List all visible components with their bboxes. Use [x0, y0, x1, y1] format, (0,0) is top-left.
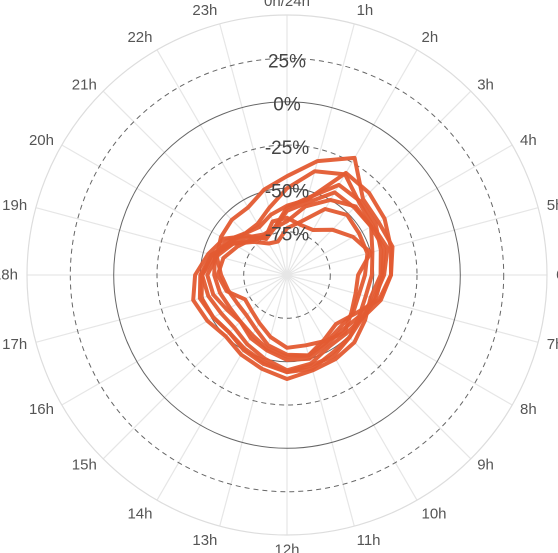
radial-tick-label: -50%: [265, 181, 309, 202]
hour-label: 19h: [2, 197, 27, 214]
radial-tick-label: -25%: [265, 138, 309, 159]
hour-label: 16h: [29, 401, 54, 418]
hour-label: 17h: [2, 336, 27, 353]
hour-label: 21h: [72, 76, 97, 93]
hour-label: 3h: [477, 76, 494, 93]
radar-grid: [26, 14, 548, 536]
hour-label: 15h: [72, 457, 97, 474]
spoke-line: [286, 207, 539, 276]
outer-ring: [26, 14, 548, 536]
hour-label: 6h: [556, 267, 558, 284]
radial-tick-label: -75%: [265, 225, 309, 246]
hour-label: 14h: [127, 505, 152, 522]
hour-label: 10h: [422, 505, 447, 522]
radial-tick-label: 25%: [268, 51, 306, 72]
spoke-line: [286, 23, 355, 276]
series-line-6: [199, 197, 375, 375]
hour-label: 5h: [547, 197, 558, 214]
series-layer: [191, 155, 395, 381]
hour-label: 11h: [357, 532, 381, 549]
hour-label: 7h: [547, 336, 558, 353]
spoke-line: [61, 144, 288, 276]
hour-label: 12h: [274, 541, 299, 553]
hour-label: 8h: [520, 401, 537, 418]
radial-tick-label: 0%: [273, 95, 301, 116]
hour-label: 4h: [520, 132, 537, 149]
hour-label: 23h: [192, 2, 217, 19]
series-line-7: [205, 207, 370, 359]
hour-label: 9h: [477, 457, 494, 474]
grid-ring-dashed: [69, 57, 505, 493]
spoke-line: [286, 274, 355, 527]
series-line-5: [191, 182, 383, 381]
hour-label: 18h: [0, 267, 18, 284]
grid-ring-dashed: [243, 231, 331, 319]
grid-ring-dashed: [156, 144, 418, 406]
hour-label: 1h: [357, 2, 374, 19]
radial-tick-labels: -75% -50% -25% 0% 25%: [265, 51, 309, 245]
hour-label: 20h: [29, 132, 54, 149]
hour-label: 2h: [422, 29, 439, 46]
grid-ring-solid: [113, 101, 461, 449]
spoke-line: [102, 90, 288, 276]
hour-label: 13h: [192, 532, 217, 549]
spoke-line: [286, 274, 539, 343]
hour-label: 0h/24h: [264, 0, 310, 10]
hour-label: 22h: [127, 29, 152, 46]
series-line-8: [215, 215, 373, 350]
